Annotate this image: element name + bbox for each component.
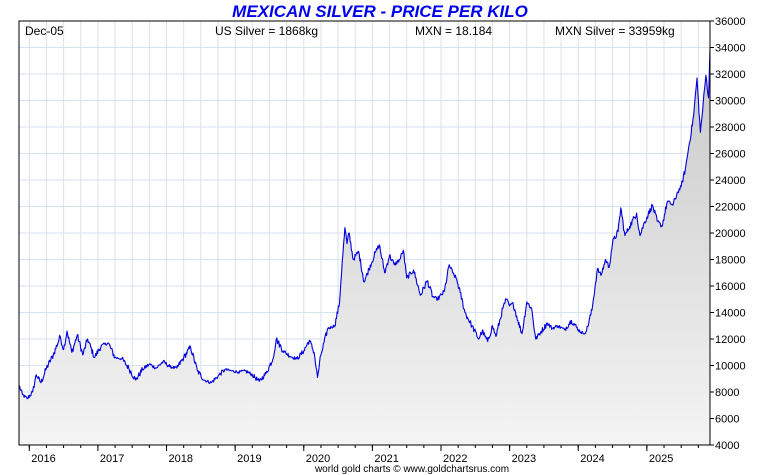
y-tick-label: 22000 bbox=[715, 202, 746, 214]
y-tick-label: 36000 bbox=[715, 16, 746, 28]
price-area-fill bbox=[19, 48, 710, 445]
footer-credit: world gold charts © www.goldchartsrus.co… bbox=[314, 464, 509, 475]
mxn-silver-label: MXN Silver = 33959kg bbox=[555, 24, 675, 38]
y-tick-label: 10000 bbox=[715, 361, 746, 373]
y-tick-label: 14000 bbox=[715, 308, 746, 320]
axis-ticks: 4000 6000 8000 10000 12000 14000 16000 18000 200… bbox=[28, 16, 746, 465]
x-tick-label: 2024 bbox=[580, 453, 604, 465]
y-tick-label: 34000 bbox=[715, 43, 746, 55]
x-tick-label: 2018 bbox=[169, 453, 193, 465]
y-tick-label: 24000 bbox=[715, 175, 746, 187]
y-tick-label: 20000 bbox=[715, 228, 746, 240]
x-tick-label: 2017 bbox=[100, 453, 124, 465]
x-tick-label: 2023 bbox=[512, 453, 536, 465]
x-tick-label: 2019 bbox=[237, 453, 261, 465]
y-tick-label: 26000 bbox=[715, 149, 746, 161]
x-tick-label: 2025 bbox=[649, 453, 673, 465]
y-tick-label: 28000 bbox=[715, 122, 746, 134]
price-line bbox=[19, 47, 710, 400]
us-silver-label: US Silver = 1868kg bbox=[215, 24, 318, 38]
y-tick-label: 4000 bbox=[715, 440, 739, 452]
y-tick-label: 6000 bbox=[715, 414, 739, 426]
x-tick-label: 2022 bbox=[443, 453, 467, 465]
chart-title: MEXICAN SILVER - PRICE PER KILO bbox=[232, 2, 528, 21]
x-tick-label: 2020 bbox=[306, 453, 330, 465]
y-tick-label: 18000 bbox=[715, 255, 746, 267]
x-tick-label: 2016 bbox=[31, 453, 55, 465]
date-label: Dec-05 bbox=[25, 24, 64, 38]
y-tick-label: 8000 bbox=[715, 387, 739, 399]
y-tick-label: 30000 bbox=[715, 96, 746, 108]
y-tick-label: 12000 bbox=[715, 334, 746, 346]
y-tick-label: 32000 bbox=[715, 69, 746, 81]
mxn-rate-label: MXN = 18.184 bbox=[415, 24, 492, 38]
x-tick-label: 2021 bbox=[374, 453, 398, 465]
y-tick-label: 16000 bbox=[715, 281, 746, 293]
